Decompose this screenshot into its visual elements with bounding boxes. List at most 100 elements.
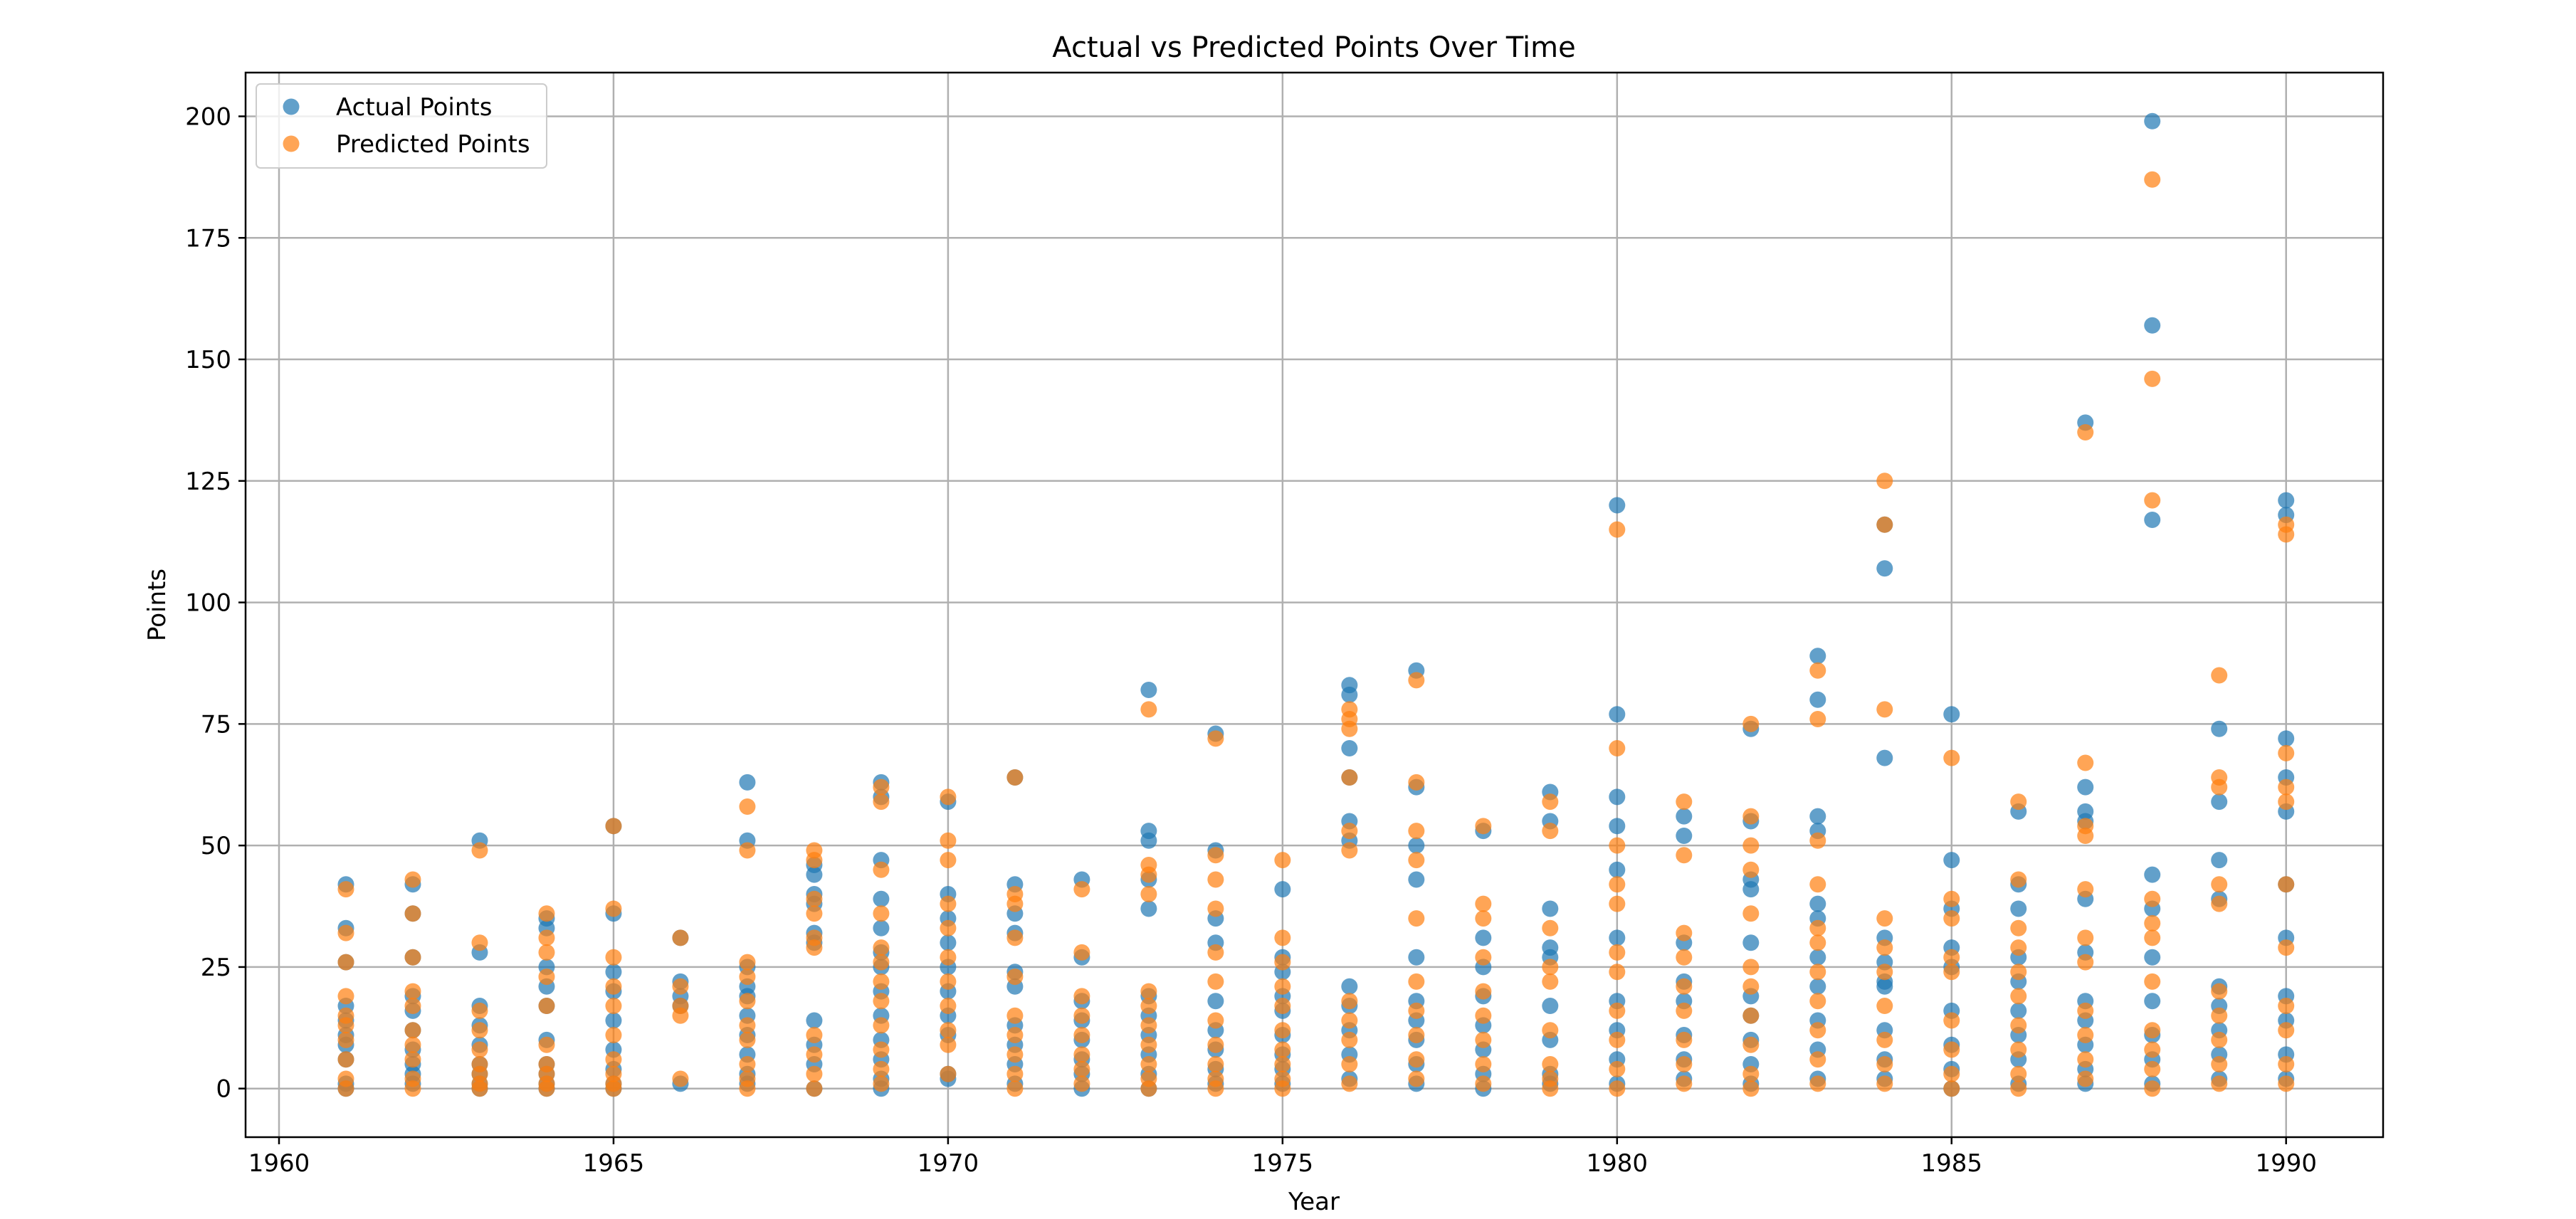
data-point <box>1274 1022 1291 1039</box>
data-point <box>2077 423 2094 440</box>
data-point <box>1341 769 1358 786</box>
data-point <box>2010 919 2027 936</box>
data-point <box>1742 959 1760 976</box>
data-point <box>404 949 421 966</box>
data-point <box>1408 837 1425 854</box>
data-point <box>1341 686 1358 703</box>
data-point <box>2077 1002 2094 1019</box>
data-point <box>2010 1002 2027 1019</box>
data-point <box>1341 1075 1358 1092</box>
data-point <box>2077 779 2094 796</box>
series-predicted <box>337 171 2295 1097</box>
data-point <box>940 934 957 951</box>
data-point <box>1609 521 1626 538</box>
y-tick-label: 150 <box>185 346 231 374</box>
data-point <box>2144 929 2161 946</box>
y-tick-label: 50 <box>201 832 231 860</box>
data-point <box>2278 779 2295 796</box>
data-point <box>1609 944 1626 961</box>
data-point <box>471 842 488 859</box>
data-point <box>605 900 622 917</box>
data-point <box>1809 949 1826 966</box>
data-point <box>2278 744 2295 761</box>
data-point <box>1676 793 1693 811</box>
data-point <box>1408 973 1425 990</box>
data-point <box>1475 949 1492 966</box>
data-point <box>337 1031 354 1048</box>
data-point <box>605 1012 622 1029</box>
data-point <box>1542 900 1559 917</box>
data-point <box>337 1080 354 1097</box>
data-point <box>1207 1012 1224 1029</box>
data-point <box>940 832 957 849</box>
data-point <box>2211 983 2228 1000</box>
data-point <box>1609 861 1626 878</box>
data-point <box>605 964 622 981</box>
data-point <box>2010 988 2027 1005</box>
x-tick-label: 1975 <box>1252 1149 1314 1178</box>
data-point <box>1809 1051 1826 1068</box>
data-point <box>1475 1075 1492 1092</box>
data-point <box>1809 964 1826 981</box>
data-point <box>1475 1007 1492 1024</box>
data-point <box>1609 740 1626 757</box>
data-point <box>2010 1017 2027 1034</box>
data-point <box>1408 774 1425 791</box>
data-point <box>1609 837 1626 854</box>
data-point <box>1809 1022 1826 1039</box>
data-point <box>1140 1056 1157 1073</box>
data-point <box>1140 682 1157 699</box>
data-point <box>940 998 957 1015</box>
data-point <box>1943 852 1960 869</box>
y-tick-label: 100 <box>185 589 231 618</box>
chart-title: Actual vs Predicted Points Over Time <box>1052 31 1575 64</box>
data-point <box>739 798 756 815</box>
legend-box <box>256 83 547 169</box>
data-point <box>1542 998 1559 1015</box>
data-point <box>2077 1051 2094 1068</box>
data-point <box>1609 1002 1626 1019</box>
data-point <box>1609 1060 1626 1077</box>
data-point <box>2278 730 2295 747</box>
data-point <box>1609 1080 1626 1097</box>
data-point <box>1207 900 1224 917</box>
data-point <box>1609 1031 1626 1048</box>
data-point <box>2144 1041 2161 1058</box>
x-tick-label: 1970 <box>918 1149 979 1178</box>
data-point <box>1274 929 1291 946</box>
grid-lines <box>246 73 2383 1137</box>
data-point <box>1943 1080 1960 1097</box>
data-point <box>1809 993 1826 1010</box>
data-point <box>337 988 354 1005</box>
data-point <box>538 998 555 1015</box>
data-point <box>806 852 823 869</box>
data-point <box>1475 1056 1492 1073</box>
data-point <box>1475 929 1492 946</box>
data-point <box>2211 895 2228 912</box>
data-point <box>1609 929 1626 946</box>
data-point <box>538 944 555 961</box>
legend-label-actual: Actual Points <box>336 93 492 122</box>
data-point <box>2010 793 2027 811</box>
data-point <box>2211 779 2228 796</box>
data-point <box>1274 881 1291 898</box>
data-point <box>2077 881 2094 898</box>
x-tick-label: 1990 <box>2255 1149 2317 1178</box>
data-point <box>1943 910 1960 927</box>
y-tick-label: 25 <box>201 954 231 982</box>
data-point <box>404 905 421 922</box>
data-point <box>2144 511 2161 528</box>
data-point <box>2010 1080 2027 1097</box>
data-point <box>2211 1007 2228 1024</box>
data-point <box>2278 526 2295 543</box>
data-point <box>672 978 689 995</box>
data-point <box>1542 959 1559 976</box>
data-point <box>873 939 890 956</box>
data-point <box>1408 1070 1425 1087</box>
data-point <box>1006 769 1024 786</box>
data-point <box>1073 1046 1090 1063</box>
data-point <box>2278 793 2295 811</box>
data-point <box>538 905 555 922</box>
data-point <box>1676 847 1693 864</box>
data-point <box>1140 866 1157 883</box>
